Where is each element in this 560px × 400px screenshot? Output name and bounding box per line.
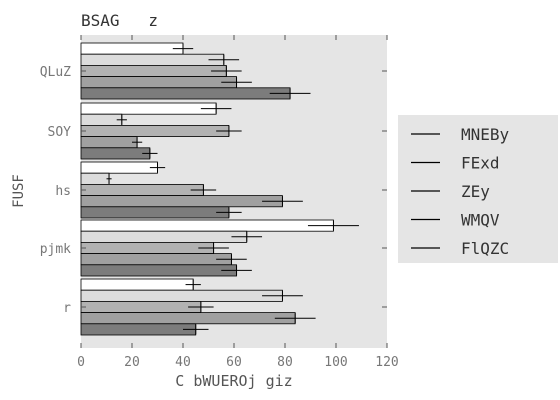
y-tick-label: hs: [55, 184, 71, 199]
error-bar-r-MNEBy: [185, 279, 201, 290]
bar-QLuZ-MNEBy: [80, 42, 184, 55]
bar-SOY-FExd: [80, 113, 123, 126]
error-bar-QLuZ-ZEy: [211, 66, 242, 76]
bar-hs-FlQZC: [80, 206, 230, 219]
bar-SOY-WMQV: [80, 136, 138, 149]
legend-label-ZEy: ZEy: [461, 182, 490, 201]
error-bar-SOY-FlQZC: [142, 148, 158, 159]
error-bar-hs-FExd: [106, 173, 112, 184]
bar-hs-MNEBy: [80, 161, 158, 174]
y-axis-label: FUSF: [11, 174, 27, 208]
error-bar-r-FExd: [262, 290, 303, 301]
x-tick-label: 100: [324, 355, 347, 370]
bar-r-FlQZC: [80, 323, 197, 336]
y-tick-label: SOY: [48, 125, 72, 140]
error-bar-QLuZ-WMQV: [221, 77, 252, 88]
bar-pjmk-WMQV: [80, 253, 232, 266]
error-bar-pjmk-WMQV: [216, 254, 247, 265]
bar-QLuZ-FExd: [80, 53, 225, 66]
chart-title: BSAG z: [81, 11, 158, 30]
bar-pjmk-ZEy: [80, 241, 215, 254]
bar-pjmk-MNEBy: [80, 219, 334, 232]
x-tick-label: 40: [175, 355, 191, 370]
x-axis-label: C bWUEROj giz: [175, 372, 292, 390]
bar-hs-ZEy: [80, 183, 204, 196]
bar-pjmk-FlQZC: [80, 264, 237, 277]
error-bar-QLuZ-FlQZC: [269, 88, 311, 99]
bar-SOY-MNEBy: [80, 102, 217, 115]
error-bar-hs-FlQZC: [216, 207, 242, 218]
error-bar-SOY-FExd: [116, 114, 127, 125]
bars-layer: [80, 42, 359, 336]
bar-r-WMQV: [80, 312, 296, 325]
bar-SOY-ZEy: [80, 125, 230, 138]
error-bar-r-ZEy: [188, 302, 214, 312]
error-bar-pjmk-MNEBy: [307, 220, 359, 231]
legend-label-FlQZC: FlQZC: [461, 239, 509, 258]
error-bar-hs-WMQV: [262, 196, 303, 207]
legend-label-FExd: FExd: [461, 154, 500, 173]
error-bar-SOY-WMQV: [132, 137, 143, 148]
x-tick-label: 120: [375, 355, 398, 370]
error-bar-pjmk-FlQZC: [221, 265, 252, 276]
bar-QLuZ-WMQV: [80, 76, 237, 89]
bar-r-ZEy: [80, 300, 202, 313]
error-bar-pjmk-FExd: [231, 231, 263, 242]
x-tick-label: 60: [226, 355, 242, 370]
bar-QLuZ-ZEy: [80, 65, 227, 78]
y-tick-label: pjmk: [40, 242, 71, 257]
error-bar-QLuZ-FExd: [208, 54, 240, 65]
legend-label-WMQV: WMQV: [461, 211, 500, 230]
y-tick-label: r: [63, 301, 71, 316]
bar-hs-FExd: [80, 172, 110, 185]
error-bar-r-FlQZC: [183, 324, 209, 335]
bar-pjmk-FExd: [80, 230, 248, 243]
error-bar-SOY-ZEy: [216, 126, 242, 136]
error-bar-QLuZ-MNEBy: [172, 43, 194, 54]
error-bar-r-WMQV: [274, 313, 316, 324]
bar-QLuZ-FlQZC: [80, 87, 291, 100]
bar-SOY-FlQZC: [80, 147, 151, 160]
bar-r-MNEBy: [80, 278, 194, 291]
error-bar-hs-ZEy: [190, 185, 217, 195]
x-tick-label: 80: [277, 355, 293, 370]
ticks-layer: 0 20 40 60 80 100 120 QLuZ SOY hs pjmk r: [40, 35, 399, 370]
legend-label-MNEBy: MNEBy: [461, 125, 510, 144]
error-bar-SOY-MNEBy: [200, 103, 232, 114]
legend: MNEBy FExd ZEy WMQV FlQZC: [398, 115, 558, 263]
legend-box: [398, 115, 558, 263]
bar-r-FExd: [80, 289, 283, 302]
bar-hs-WMQV: [80, 195, 283, 208]
y-tick-label: QLuZ: [40, 65, 71, 80]
x-tick-label: 20: [124, 355, 140, 370]
error-bar-pjmk-ZEy: [198, 243, 229, 253]
legend-entries: MNEBy FExd ZEy WMQV FlQZC: [411, 125, 510, 258]
error-bar-hs-MNEBy: [149, 162, 166, 173]
x-tick-label: 0: [77, 355, 85, 370]
